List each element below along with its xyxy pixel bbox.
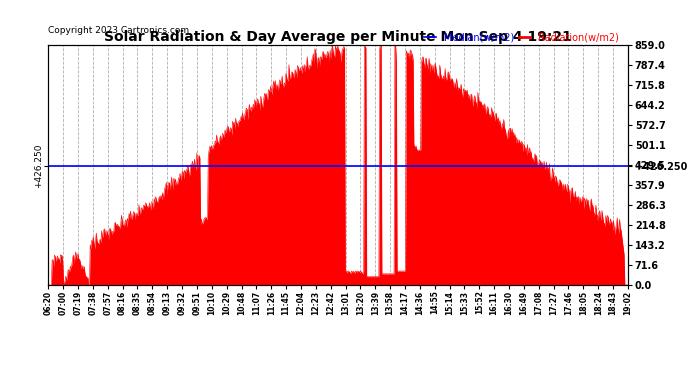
- Legend: Median(w/m2), Radiation(w/m2): Median(w/m2), Radiation(w/m2): [420, 28, 623, 46]
- Title: Solar Radiation & Day Average per Minute Mon Sep 4 19:21: Solar Radiation & Day Average per Minute…: [104, 30, 572, 44]
- Text: Copyright 2023 Cartronics.com: Copyright 2023 Cartronics.com: [48, 26, 190, 35]
